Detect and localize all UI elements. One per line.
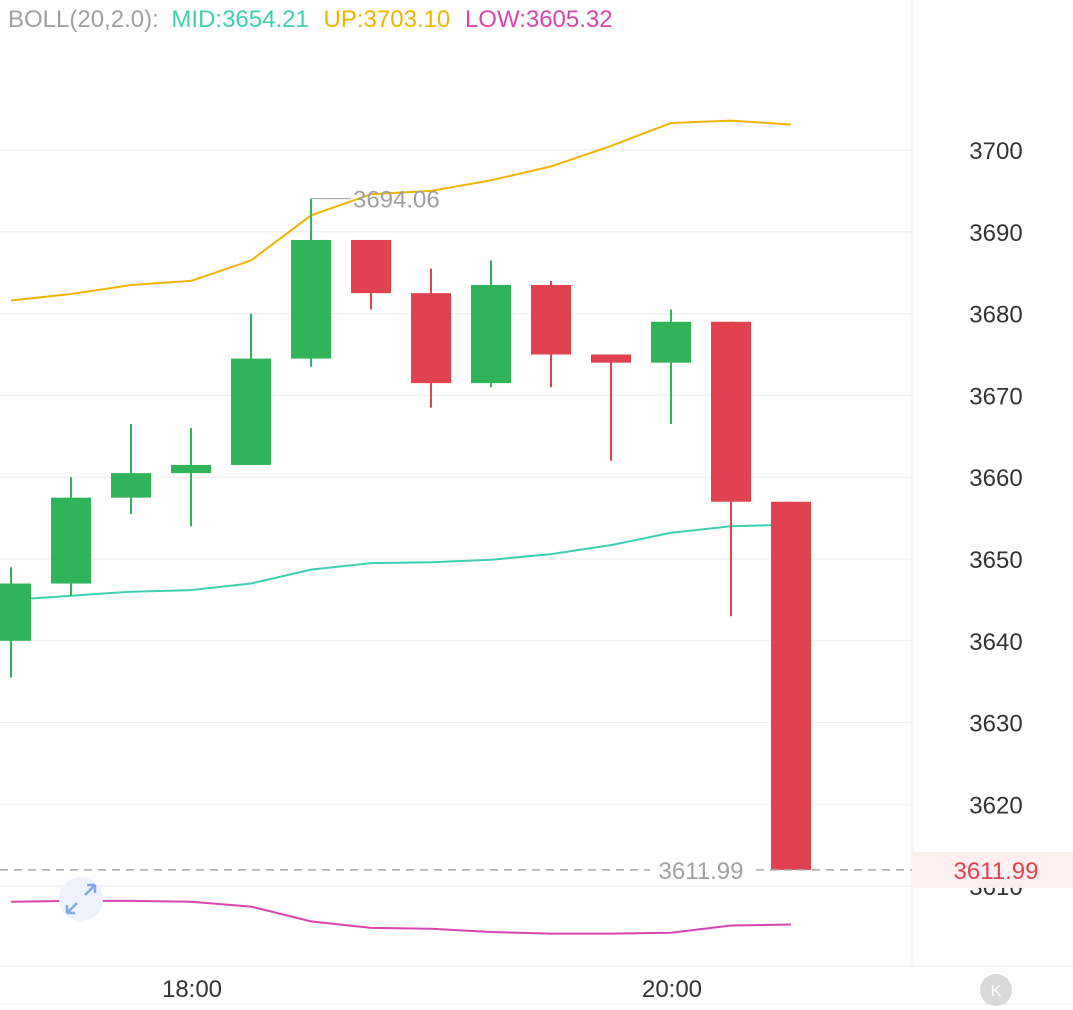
- svg-text:K: K: [991, 983, 1002, 1000]
- y-tick-label: 3630: [969, 711, 1022, 738]
- candle: [531, 280, 571, 388]
- collapse-k-icon[interactable]: K: [980, 974, 1012, 1006]
- legend-low: LOW:3605.32: [464, 6, 613, 33]
- x-tick-label: 18:00: [162, 976, 222, 1003]
- boll-low-line: [10, 899, 792, 935]
- candle-body: [171, 464, 211, 474]
- expand-arrows-icon[interactable]: [59, 877, 103, 921]
- legend-indicator: BOLL(20,2.0):: [8, 6, 159, 33]
- legend-up: UP:3703.10: [323, 6, 451, 33]
- candle-body: [231, 358, 271, 465]
- candle-body: [591, 354, 631, 363]
- y-tick-label: 3660: [969, 465, 1022, 492]
- legend-mid: MID:3654.21: [171, 6, 309, 33]
- candle: [411, 268, 451, 408]
- y-tick-label: 3680: [969, 302, 1022, 329]
- boll-mid-line: [10, 523, 792, 601]
- x-tick-label: 20:00: [642, 976, 702, 1003]
- last-price-label: 3611.99: [659, 858, 744, 885]
- y-tick-label: 3620: [969, 792, 1022, 819]
- last-price-axis-label: 3611.99: [954, 858, 1039, 885]
- candle: [111, 424, 151, 515]
- bollinger-bands: [10, 119, 792, 935]
- candle: [51, 477, 91, 596]
- candle-body: [111, 473, 151, 498]
- candles: [0, 198, 811, 870]
- y-tick-label: 3640: [969, 629, 1022, 656]
- y-tick-label: 3670: [969, 383, 1022, 410]
- candle-body: [771, 501, 811, 870]
- candle: [771, 501, 811, 870]
- candle: [591, 354, 631, 461]
- candle: [651, 309, 691, 425]
- candle-body: [51, 497, 91, 584]
- candle: [0, 567, 31, 678]
- candle-body: [411, 293, 451, 384]
- candle: [351, 239, 391, 310]
- y-tick-label: 3690: [969, 220, 1022, 247]
- candle: [471, 260, 511, 388]
- candle: [171, 428, 211, 527]
- last-price-axis-bg: [912, 851, 1073, 888]
- last-price-label-bg: [650, 855, 752, 882]
- y-tick-label: 3650: [969, 547, 1022, 574]
- candle-body: [471, 284, 511, 384]
- candle-body: [0, 583, 31, 641]
- y-tick-label: 3700: [969, 138, 1022, 165]
- boll-legend: BOLL(20,2.0): MID:3654.21 UP:3703.10 LOW…: [8, 6, 621, 34]
- candle-body: [291, 239, 331, 359]
- max-price-label: 3694.06: [353, 187, 440, 214]
- annotations: 3694.06 3611.99 3611.99: [0, 187, 1073, 888]
- candle-body: [351, 239, 391, 294]
- y-axis: 3610362036303640365036603670368036903700: [969, 138, 1022, 901]
- candle-body: [711, 321, 751, 502]
- candle: [711, 321, 751, 617]
- candle: [291, 198, 331, 367]
- candle: [231, 313, 271, 465]
- x-axis: 18:00 20:00: [162, 976, 702, 1003]
- candle-body: [651, 321, 691, 363]
- boll-up-line: [10, 119, 792, 302]
- candle-body: [531, 284, 571, 355]
